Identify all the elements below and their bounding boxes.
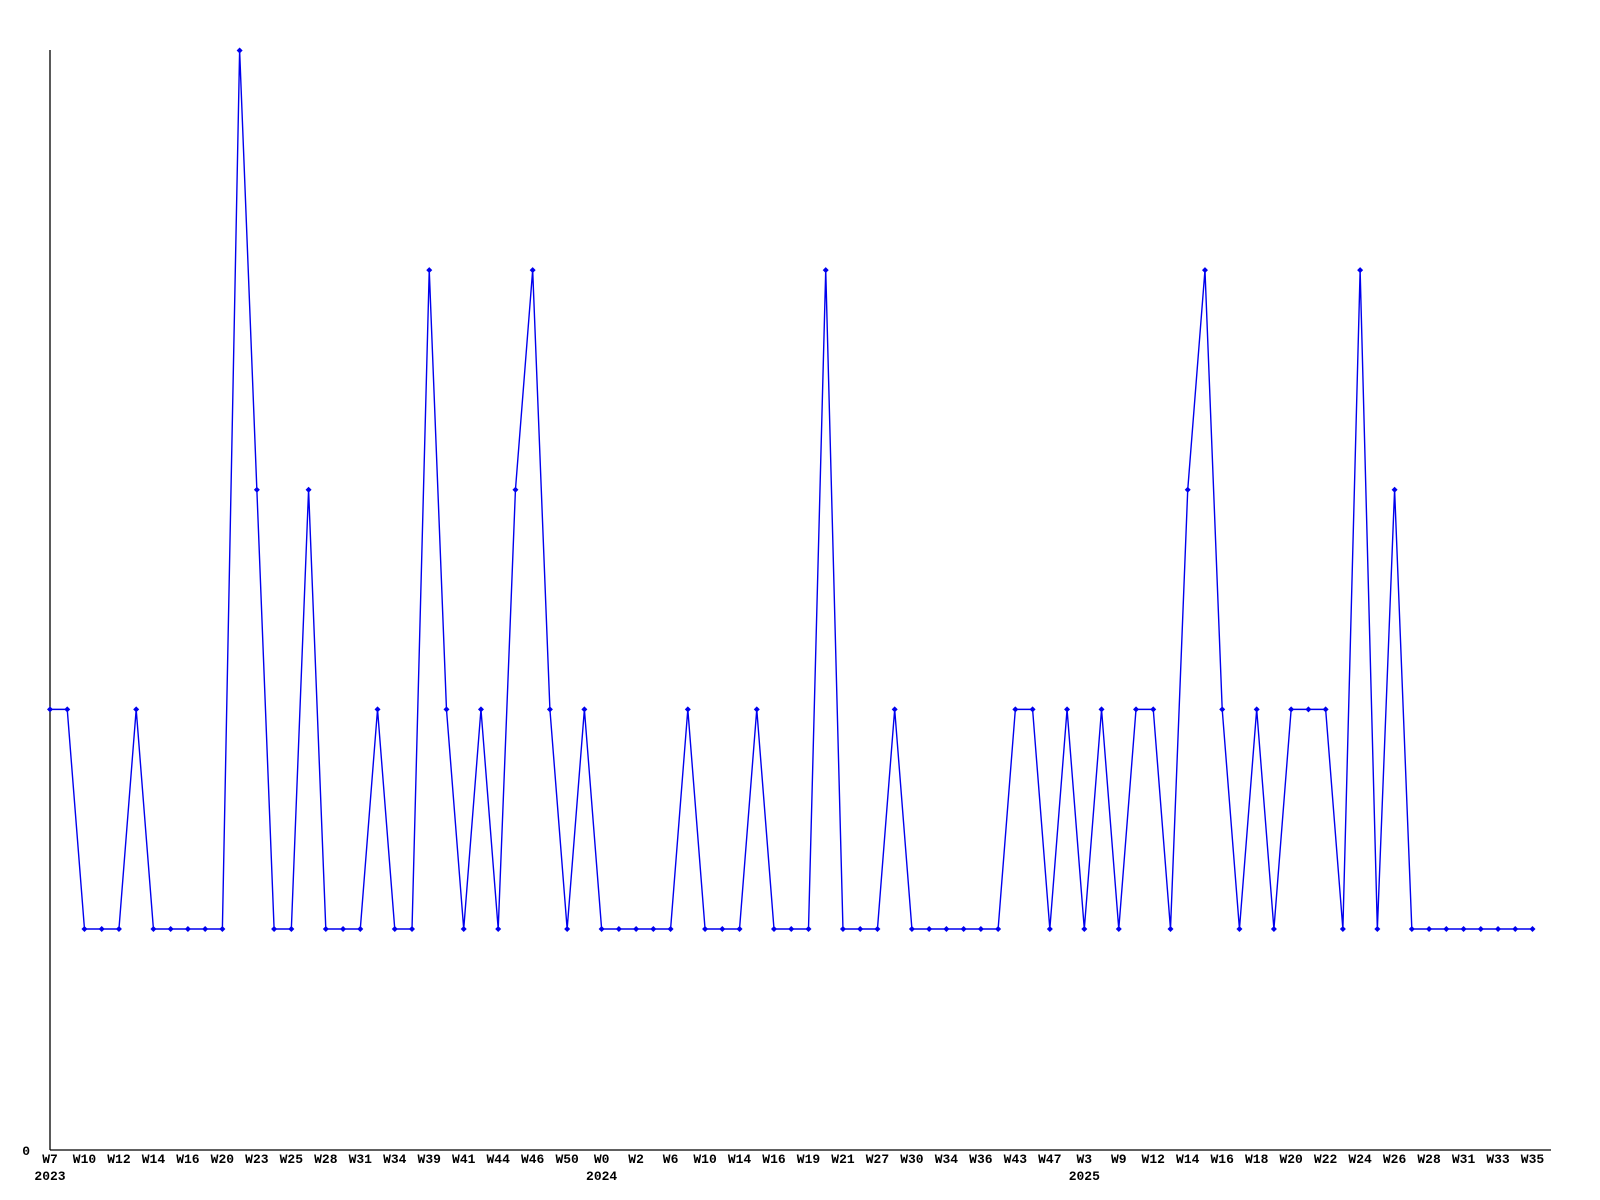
svg-text:W10: W10	[693, 1152, 717, 1167]
svg-text:W35: W35	[1521, 1152, 1545, 1167]
svg-text:W6: W6	[663, 1152, 679, 1167]
svg-text:W14: W14	[728, 1152, 752, 1167]
svg-text:W2: W2	[628, 1152, 644, 1167]
svg-text:W33: W33	[1486, 1152, 1510, 1167]
svg-text:W34: W34	[383, 1152, 407, 1167]
svg-text:W0: W0	[594, 1152, 610, 1167]
svg-text:W25: W25	[280, 1152, 304, 1167]
svg-text:W14: W14	[1176, 1152, 1200, 1167]
svg-text:W3: W3	[1076, 1152, 1092, 1167]
svg-text:W43: W43	[1004, 1152, 1028, 1167]
svg-text:W39: W39	[418, 1152, 442, 1167]
svg-text:2024: 2024	[586, 1169, 617, 1184]
svg-text:W28: W28	[314, 1152, 338, 1167]
svg-text:W50: W50	[555, 1152, 579, 1167]
svg-text:W26: W26	[1383, 1152, 1407, 1167]
svg-text:2025: 2025	[1069, 1169, 1100, 1184]
svg-text:W14: W14	[142, 1152, 166, 1167]
svg-text:W24: W24	[1348, 1152, 1372, 1167]
svg-text:W44: W44	[486, 1152, 510, 1167]
svg-text:W41: W41	[452, 1152, 476, 1167]
svg-text:W31: W31	[1452, 1152, 1476, 1167]
svg-text:W16: W16	[1211, 1152, 1235, 1167]
svg-text:W20: W20	[211, 1152, 235, 1167]
svg-text:W12: W12	[107, 1152, 131, 1167]
svg-text:W16: W16	[762, 1152, 786, 1167]
svg-text:W16: W16	[176, 1152, 200, 1167]
svg-text:W12: W12	[1142, 1152, 1166, 1167]
svg-text:W28: W28	[1417, 1152, 1441, 1167]
svg-text:W47: W47	[1038, 1152, 1061, 1167]
svg-text:W9: W9	[1111, 1152, 1127, 1167]
svg-text:W31: W31	[349, 1152, 373, 1167]
svg-text:W19: W19	[797, 1152, 821, 1167]
svg-text:W23: W23	[245, 1152, 269, 1167]
svg-text:W30: W30	[900, 1152, 924, 1167]
svg-text:W46: W46	[521, 1152, 545, 1167]
svg-text:W21: W21	[831, 1152, 855, 1167]
svg-text:W34: W34	[935, 1152, 959, 1167]
svg-text:W36: W36	[969, 1152, 993, 1167]
svg-text:W10: W10	[73, 1152, 97, 1167]
svg-text:W22: W22	[1314, 1152, 1338, 1167]
svg-text:W7: W7	[42, 1152, 58, 1167]
svg-text:W18: W18	[1245, 1152, 1269, 1167]
svg-text:2023: 2023	[34, 1169, 65, 1184]
svg-text:0: 0	[22, 1144, 30, 1159]
svg-text:W20: W20	[1279, 1152, 1303, 1167]
svg-text:W27: W27	[866, 1152, 889, 1167]
